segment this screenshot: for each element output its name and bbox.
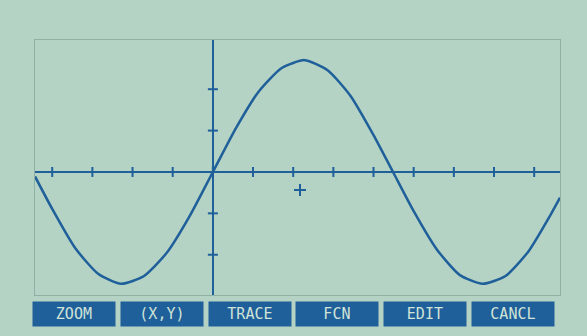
svg-text:EDIT: EDIT: [407, 305, 443, 323]
svg-text:(X,Y): (X,Y): [139, 305, 184, 323]
svg-text:TRACE: TRACE: [227, 305, 272, 323]
svg-text:CANCL: CANCL: [490, 305, 535, 323]
svg-text:ZOOM: ZOOM: [56, 305, 92, 323]
svg-text:FCN: FCN: [323, 305, 350, 323]
